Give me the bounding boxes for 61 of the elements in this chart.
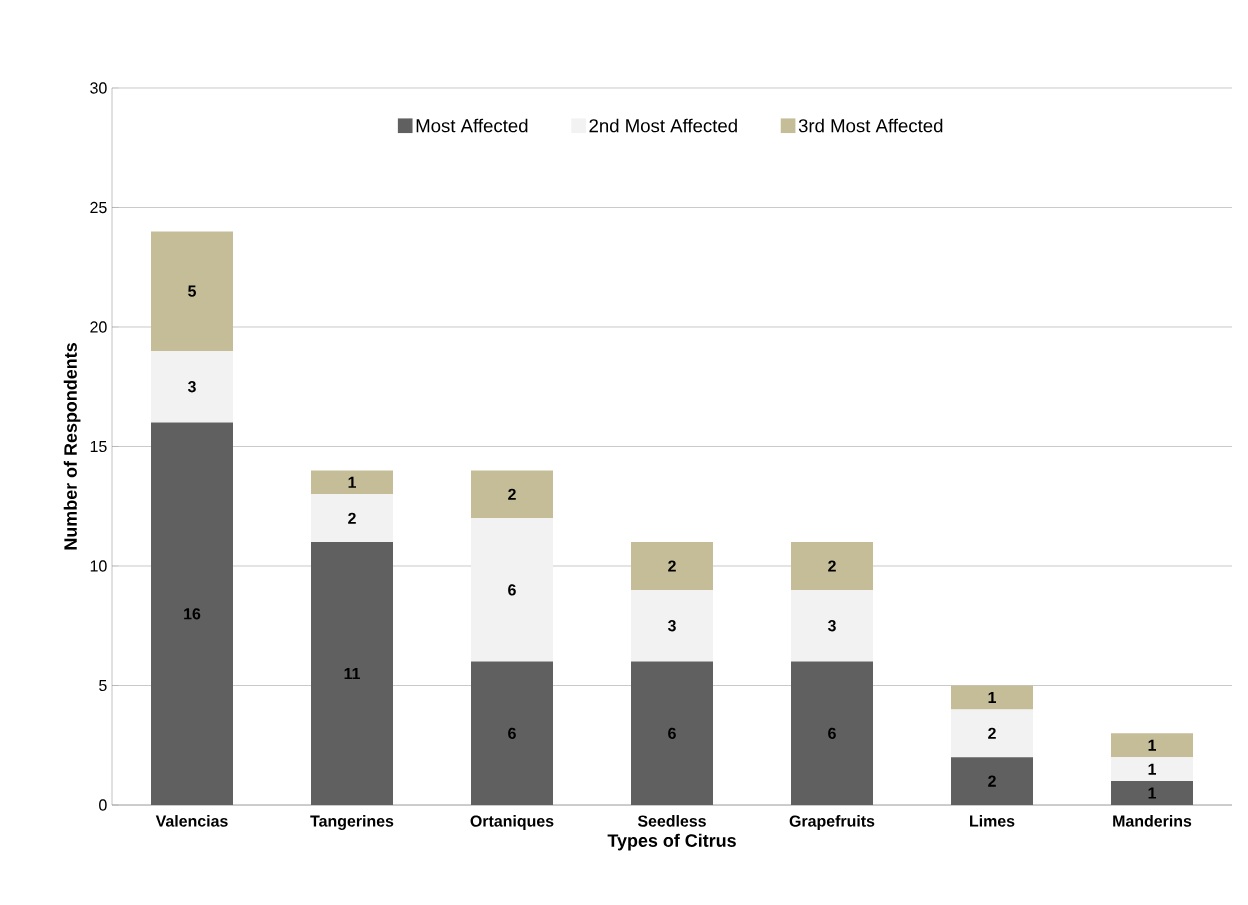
bar [951,757,1034,805]
bar [471,518,554,662]
y-tick-label: 10 [90,560,107,572]
bar [311,494,394,543]
data-label: 3 [667,620,676,632]
data-label: 2 [828,560,836,572]
x-tick-label: Grapefruits [789,815,875,830]
bar [151,422,233,805]
bar [631,661,714,805]
bar [311,542,394,805]
y-tick-label: 30 [90,82,107,94]
y-tick-label: 5 [99,679,107,692]
x-tick-label: Seedless [637,815,706,827]
bar [631,589,714,662]
data-label: 2 [348,512,356,524]
y-tick-label: 20 [90,321,107,333]
bar [471,470,554,519]
y-tick-label: 25 [90,201,107,214]
data-label: 1 [988,691,996,703]
bar [1111,733,1194,758]
x-tick-label: Valencias [155,815,228,827]
data-label: 5 [188,285,196,297]
data-label: 16 [184,608,201,620]
legend-label: 3rd Most Affected [798,118,943,133]
legend-label: 2nd Most Affected [589,118,737,133]
x-axis-title: Types of Citrus [607,833,736,851]
data-label: 2 [988,727,996,739]
bar [1111,757,1194,782]
bar [151,350,233,423]
data-label: 2 [668,560,676,572]
y-tick-label: 0 [99,799,107,811]
data-label: 2 [988,775,996,787]
x-tick-label: Limes [970,815,1015,827]
bar [151,231,233,351]
data-label: 1 [1148,763,1156,775]
data-label: 1 [348,476,356,488]
data-label: 1 [1148,739,1156,751]
x-tick-label: Ortaniques [470,815,554,830]
data-label: 3 [187,381,196,393]
data-label: 6 [668,727,676,739]
data-label: 3 [827,620,836,632]
bar [791,589,874,662]
x-tick-label: Tangerines [310,815,394,830]
bar [631,542,714,590]
data-label: 1 [1148,787,1156,799]
bar [951,685,1034,710]
bar [471,661,554,805]
data-label: 6 [508,584,516,596]
data-label: 6 [828,727,836,739]
bar [791,542,874,590]
y-axis-title: Number of Respondents [63,343,81,550]
bar [791,661,874,805]
data-label: 6 [508,727,516,739]
bar [1111,781,1194,805]
y-tick-label: 15 [90,440,107,453]
bar [951,709,1034,758]
data-label: 2 [508,488,516,500]
legend-label: Most Affected [416,118,528,133]
data-label: 11 [344,668,360,680]
bar [311,470,394,495]
x-tick-label: Manderins [1113,815,1192,827]
